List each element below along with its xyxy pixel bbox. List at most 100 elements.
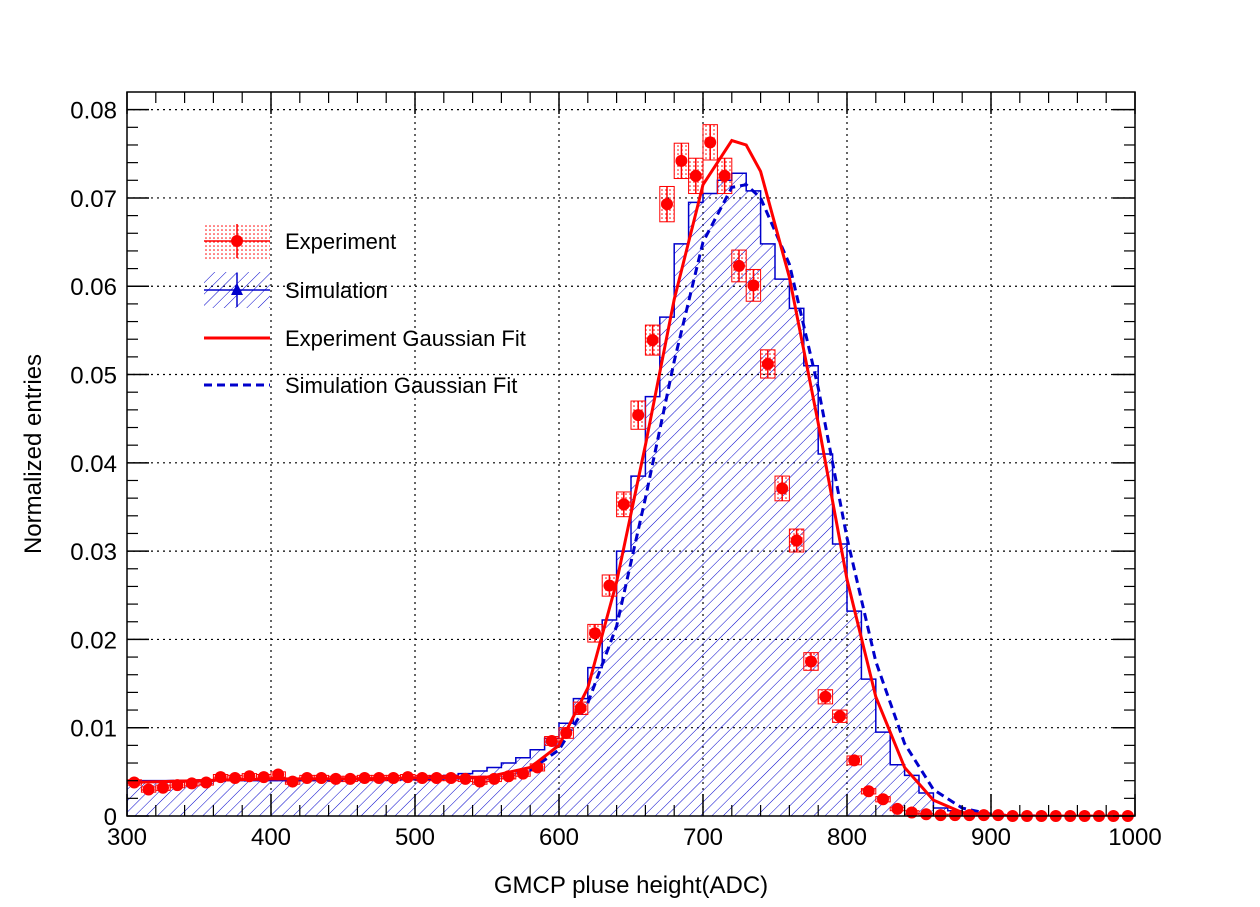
simulation-histogram [127, 172, 1135, 816]
experiment-point [459, 772, 472, 785]
legend-item-simulation: Simulation [204, 272, 388, 308]
simulation-bin [789, 308, 804, 816]
legend-label-experiment-fit: Experiment Gaussian Fit [285, 326, 526, 351]
x-tick-label: 1000 [1108, 824, 1161, 851]
simulation-bin [199, 780, 214, 816]
simulation-bin [400, 778, 415, 816]
simulation-bin [674, 243, 689, 816]
experiment-point [949, 809, 961, 822]
experiment-point [344, 772, 357, 785]
experiment-point [920, 808, 933, 821]
experiment-point [502, 770, 515, 783]
y-tick-label: 0.06 [70, 274, 117, 301]
legend-item-simulation-fit: Simulation Gaussian Fit [204, 373, 517, 398]
simulation-bin [343, 779, 358, 816]
simulation-bin [803, 365, 819, 816]
experiment-point [704, 136, 717, 149]
simulation-bin [299, 780, 315, 816]
simulation-bin [904, 775, 919, 816]
simulation-bin [746, 190, 761, 816]
y-tick-label: 0.07 [70, 186, 117, 213]
experiment-point [517, 767, 529, 780]
experiment-point [358, 772, 371, 785]
experiment-point [560, 727, 573, 740]
simulation-bin [587, 667, 603, 816]
y-axis-title: Normalized entries [20, 354, 47, 554]
simulation-bin [847, 611, 862, 816]
experiment-point [430, 772, 443, 785]
experiment-point [589, 627, 601, 640]
simulation-bin [415, 777, 430, 816]
x-axis-title: GMCP pluse height(ADC) [494, 872, 768, 899]
simulation-bin [731, 173, 747, 816]
x-tick-label: 400 [251, 824, 291, 851]
simulation-bin [832, 544, 847, 816]
experiment-point [833, 710, 846, 723]
simulation-bin [184, 780, 199, 816]
simulation-bin [328, 779, 343, 816]
experiment-fit-line [127, 138, 1020, 816]
simulation-bin [544, 738, 559, 816]
experiment-point [977, 809, 990, 822]
legend-item-experiment: Experiment [204, 223, 396, 259]
experiment-point [416, 772, 429, 785]
experiment-point [214, 771, 227, 784]
experiment-point [387, 772, 400, 785]
x-tick-label: 900 [971, 824, 1011, 851]
experiment-point [157, 781, 169, 794]
simulation-bin [688, 202, 703, 816]
experiment-point [243, 770, 256, 783]
simulation-bin [703, 193, 718, 816]
experiment-point [229, 772, 241, 785]
experiment-point [733, 259, 745, 272]
experiment-point [848, 754, 861, 767]
simulation-bin [645, 396, 660, 816]
simulation-bin [227, 780, 243, 816]
experiment-point [445, 772, 457, 785]
experiment-point [171, 779, 184, 792]
experiment-point [646, 334, 659, 347]
y-tick-label: 0.05 [70, 363, 117, 390]
x-tick-label: 700 [683, 824, 723, 851]
simulation-bin [602, 619, 617, 816]
simulation-bin [775, 279, 790, 816]
experiment-point [315, 772, 328, 785]
simulation-bin [213, 780, 228, 816]
y-tick-label: 0.02 [70, 627, 117, 654]
simulation-bin [429, 776, 444, 816]
experiment-point [401, 771, 414, 784]
simulation-bin [573, 698, 588, 816]
simulation-bin [357, 779, 372, 816]
experiment-point [128, 776, 141, 789]
experiment-marker-icon [231, 235, 243, 247]
experiment-point [574, 702, 587, 715]
simulation-bin [285, 780, 300, 816]
simulation-bin [659, 317, 675, 816]
simulation-bin [443, 775, 459, 816]
experiment-point [200, 776, 213, 789]
experiment-point [675, 154, 688, 167]
experiment-point [776, 482, 789, 495]
y-tick-label: 0.08 [70, 98, 117, 125]
experiment-point [329, 772, 342, 785]
legend-item-experiment-fit: Experiment Gaussian Fit [204, 326, 526, 351]
experiment-point [142, 783, 155, 796]
simulation-bin [371, 778, 387, 816]
y-tick-label: 0 [104, 804, 117, 831]
plot-frame [126, 91, 1136, 817]
simulation-bin [458, 773, 473, 816]
experiment-point [661, 198, 673, 211]
experiment-point [877, 793, 889, 806]
experiment-fit-curve [127, 138, 1020, 816]
x-tick-label: 800 [827, 824, 867, 851]
experiment-point [257, 771, 270, 784]
simulation-marker-icon [231, 283, 243, 295]
simulation-bin [818, 454, 833, 816]
axis-ticks: 300 400 500 600 700 800 900 1000 0 0.01 0.02 0.03 0.… [70, 92, 1162, 851]
experiment-point [805, 655, 817, 668]
experiment-point [934, 809, 947, 822]
y-tick-label: 0.03 [70, 539, 117, 566]
experiment-point [632, 409, 645, 422]
experiment-point [286, 775, 299, 788]
simulation-bin [271, 780, 286, 816]
